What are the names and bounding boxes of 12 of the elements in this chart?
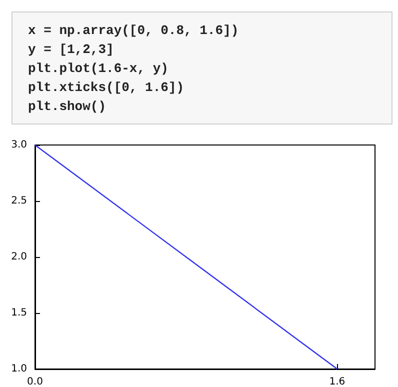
y-tick-label: 1.5: [11, 308, 27, 318]
text: x = np.array([0, 0.8, 1.6]): [28, 23, 239, 38]
text: y = [1,2,3]: [28, 42, 114, 57]
y-tick-label: 2.5: [11, 196, 27, 206]
text: plt.show(): [28, 99, 106, 114]
y-tick-label: 1.0: [11, 364, 27, 374]
y-tick-label: 2.0: [11, 252, 27, 262]
text: plt.xticks([0, 1.6]): [28, 80, 184, 95]
x-tick-label: 0.0: [27, 376, 43, 387]
y-tick-label: 3.0: [11, 140, 27, 150]
x-tick-label: 1.6: [329, 376, 346, 387]
text: plt.plot(1.6-x, y): [28, 61, 168, 76]
